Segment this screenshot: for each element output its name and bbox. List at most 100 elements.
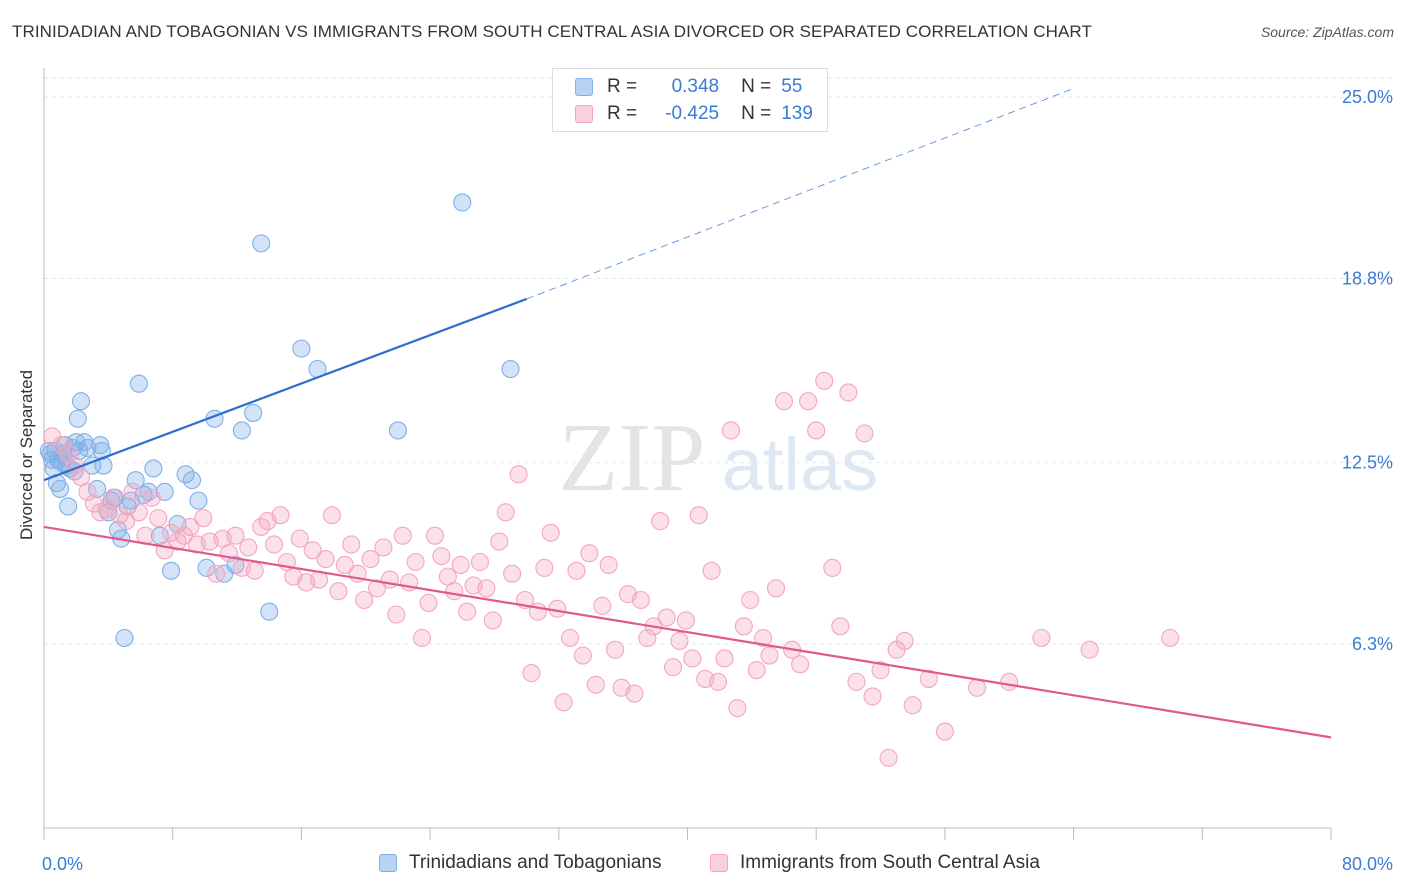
watermark-zip: ZIP [559, 404, 706, 512]
trinidadians-point-12 [59, 497, 78, 516]
x-tick-label-0: 0.0% [42, 854, 83, 874]
south-central-asia-point-103 [709, 672, 728, 691]
trinidadians-point-47 [197, 558, 216, 577]
south-central-asia-point-54 [393, 526, 412, 545]
trinidadians-point-7 [51, 479, 70, 498]
x-tick-label-1: 80.0% [1342, 854, 1393, 874]
south-central-asia-point-117 [807, 421, 826, 440]
south-central-asia-point-85 [593, 596, 612, 615]
south-central-asia-point-9 [104, 488, 123, 507]
south-central-asia-point-130 [919, 669, 938, 688]
south-central-asia-point-90 [625, 684, 644, 703]
south-central-asia-point-92 [638, 628, 657, 648]
south-central-asia-point-56 [406, 552, 425, 572]
trinidadians-point-35 [126, 471, 145, 490]
south-central-asia-point-99 [683, 649, 702, 668]
chart-title: TRINIDADIAN AND TOBAGONIAN VS IMMIGRANTS… [12, 22, 1092, 41]
legend-n-label: N = [741, 103, 772, 124]
south-central-asia-point-95 [657, 608, 676, 627]
south-central-asia-point-49 [361, 550, 380, 569]
watermark: ZIP atlas [559, 404, 879, 512]
south-central-asia-point-57 [413, 628, 432, 648]
trinidadians-point-38 [139, 482, 158, 501]
y-tick-label-1: 12.5% [1342, 453, 1393, 473]
trinidadians-point-52 [244, 403, 263, 422]
y-tick-label-3: 25.0% [1342, 87, 1393, 107]
trinidadians-point-55 [292, 339, 311, 358]
south-central-asia-point-53 [387, 605, 406, 624]
south-central-asia-point-11 [116, 512, 136, 531]
legend-swatch-pink [575, 105, 593, 123]
south-central-asia-point-132 [968, 678, 987, 697]
south-central-asia-point-64 [458, 602, 477, 621]
south-central-asia-point-58 [419, 593, 438, 612]
south-central-asia-point-45 [335, 555, 354, 574]
legend-r-value: 0.348 [671, 76, 720, 97]
trinidadians-point-39 [144, 459, 163, 478]
south-central-asia-point-129 [903, 696, 922, 715]
south-central-asia-point-35 [271, 506, 290, 525]
south-central-asia-point-81 [567, 561, 586, 580]
trend-line-trinidadians [43, 297, 528, 482]
south-central-asia-point-110 [754, 628, 773, 648]
trinidadians-point-40 [150, 526, 169, 545]
trinidadians-point-19 [71, 392, 91, 411]
south-central-asia-point-82 [573, 646, 592, 665]
trinidadians-point-36 [129, 374, 148, 393]
south-central-asia-point-111 [760, 646, 779, 665]
south-central-asia-point-83 [580, 544, 599, 563]
chart-source: Source: ZipAtlas.com [1260, 24, 1394, 40]
legend-swatch-blue [575, 78, 593, 96]
south-central-asia-point-38 [290, 529, 309, 548]
south-central-asia-point-109 [747, 661, 766, 680]
south-central-asia-point-66 [470, 552, 490, 572]
series-south-central-asia-points [42, 371, 1180, 767]
south-central-asia-point-80 [561, 628, 580, 648]
south-central-asia-point-133 [1000, 672, 1019, 691]
south-central-asia-point-59 [425, 526, 444, 545]
legend-series-name: Immigrants from South Central Asia [740, 852, 1040, 873]
trinidadians-point-53 [252, 234, 271, 253]
south-central-asia-point-87 [606, 640, 625, 659]
trinidadians-point-59 [501, 360, 520, 379]
south-central-asia-point-86 [599, 555, 618, 574]
south-central-asia-point-94 [651, 512, 670, 531]
south-central-asia-point-42 [316, 550, 335, 569]
south-central-asia-point-28 [226, 526, 245, 545]
legend-r-label: R = [607, 76, 638, 97]
trinidadians-point-54 [260, 602, 279, 621]
legend-r-label: R = [607, 103, 638, 124]
south-central-asia-point-31 [245, 561, 264, 580]
south-central-asia-point-100 [689, 506, 708, 525]
south-central-asia-point-98 [676, 611, 695, 630]
south-central-asia-point-136 [1161, 628, 1180, 648]
south-central-asia-point-134 [1032, 628, 1051, 648]
south-central-asia-point-76 [535, 558, 554, 577]
south-central-asia-point-15 [142, 488, 161, 507]
south-central-asia-point-128 [895, 631, 914, 650]
legend-n-label: N = [741, 76, 772, 97]
south-central-asia-point-16 [149, 509, 168, 528]
south-central-asia-point-40 [303, 541, 322, 560]
watermark-atlas: atlas [722, 423, 878, 506]
trinidadians-point-51 [232, 421, 251, 440]
south-central-asia-point-77 [541, 523, 560, 542]
south-central-asia-point-79 [554, 693, 573, 712]
bottom-legend-trinidadians: Trinidadians and Tobagonians [379, 852, 661, 874]
y-tick-label-2: 18.8% [1342, 268, 1393, 288]
south-central-asia-point-123 [855, 424, 874, 443]
south-central-asia-point-21 [181, 517, 200, 536]
legend-row-trinidadians: R = 0.348 N = 55 [575, 74, 802, 100]
south-central-asia-point-116 [799, 392, 818, 411]
south-central-asia-point-125 [871, 661, 890, 680]
legend-row-south-central-asia: R = -0.425 N = 139 [575, 101, 813, 127]
south-central-asia-point-25 [207, 564, 226, 583]
south-central-asia-point-30 [239, 538, 258, 557]
south-central-asia-point-124 [863, 687, 882, 706]
trinidadians-point-28 [102, 491, 121, 510]
south-central-asia-point-97 [670, 631, 689, 650]
trend-line-trinidadians-extension [526, 87, 1074, 300]
south-central-asia-point-46 [342, 535, 361, 554]
correlation-legend: R = 0.348 N = 55 R = -0.425 N = 139 [552, 68, 828, 132]
